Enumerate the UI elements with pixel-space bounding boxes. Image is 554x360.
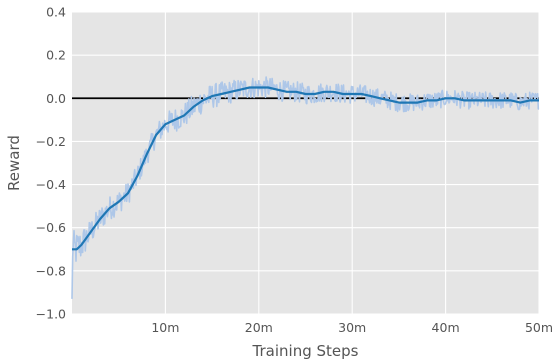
- x-tick-label: 20m: [245, 320, 273, 335]
- y-tick-label: −0.8: [36, 263, 66, 278]
- x-tick-label: 40m: [432, 320, 460, 335]
- y-tick-label: −1.0: [36, 307, 66, 322]
- y-tick-label: 0.4: [46, 5, 66, 20]
- x-tick-label: 10m: [151, 320, 179, 335]
- plot-background: [72, 12, 539, 314]
- x-tick-label: 30m: [338, 320, 366, 335]
- y-tick-label: −0.6: [36, 220, 66, 235]
- y-tick-label: 0.2: [46, 48, 66, 63]
- y-tick-label: 0.0: [46, 91, 66, 106]
- y-tick-label: −0.4: [36, 177, 66, 192]
- tick-labels: 10m 20m 30m 40m 50m −1.0 −0.8 −0.6 −0.4 −0.2 0.0 0.…: [36, 5, 553, 336]
- x-axis-label: Training Steps: [252, 342, 359, 360]
- y-tick-label: −0.2: [36, 134, 66, 149]
- x-tick-label: 50m: [525, 320, 553, 335]
- y-axis-label: Reward: [5, 135, 23, 191]
- smoothed-reward-series: [72, 86, 539, 251]
- raw-reward-series: [71, 76, 540, 299]
